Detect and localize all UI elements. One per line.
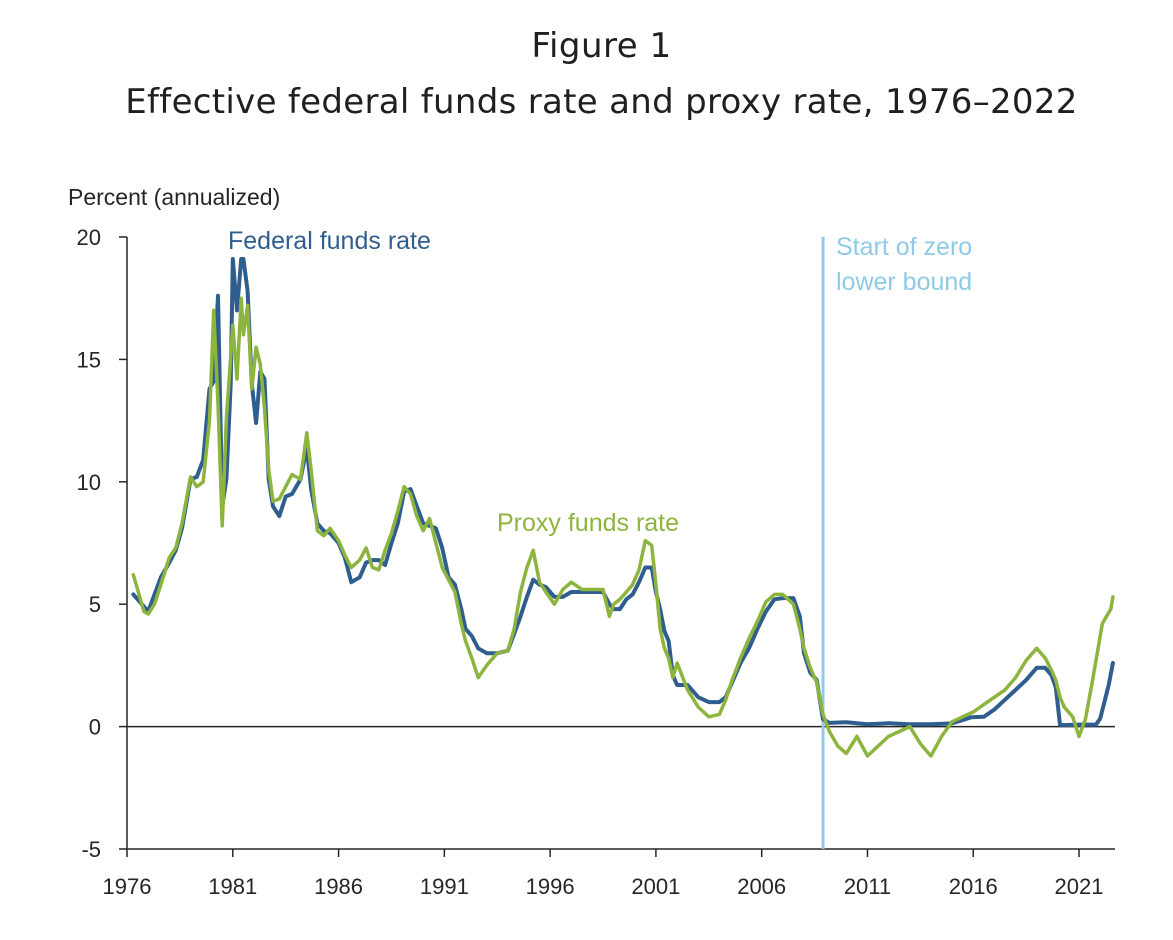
y-tick-label: 20 (77, 225, 101, 250)
figure-title: Effective federal funds rate and proxy r… (125, 82, 1078, 122)
y-axis-label: Percent (annualized) (68, 184, 280, 210)
y-axis-ticks: 20 15 10 5 0 -5 (77, 225, 127, 862)
y-tick-label: 5 (89, 592, 101, 617)
x-tick-label: 2001 (631, 874, 680, 899)
x-axis-ticks: 1976 1981 1986 1991 1996 2001 2006 2011 2016 2021 (103, 849, 1104, 899)
x-tick-label: 2006 (737, 874, 786, 899)
x-tick-label: 2016 (949, 874, 998, 899)
x-tick-label: 2021 (1055, 874, 1104, 899)
y-tick-label: -5 (81, 837, 101, 862)
x-tick-label: 1986 (314, 874, 363, 899)
figure-label: Figure 1 (531, 26, 672, 66)
title-block: Figure 1 Effective federal funds rate an… (0, 20, 1173, 132)
x-tick-label: 1976 (103, 874, 152, 899)
y-tick-label: 15 (77, 347, 101, 372)
zero-lower-bound-label-line-1: Start of zero (836, 233, 972, 261)
proxy-funds-rate-label: Proxy funds rate (497, 509, 679, 537)
series-line-proxy-funds-rate (131, 296, 1115, 758)
federal-funds-rate-label: Federal funds rate (228, 227, 431, 255)
y-tick-label: 10 (77, 470, 101, 495)
x-tick-label: 1981 (208, 874, 257, 899)
x-tick-label: 1996 (526, 874, 575, 899)
series-line-federal-funds-rate (131, 257, 1115, 728)
zero-lower-bound-label-line-2: lower bound (836, 268, 972, 296)
x-tick-label: 1991 (420, 874, 469, 899)
x-tick-label: 2011 (844, 874, 891, 899)
y-tick-label: 0 (89, 715, 101, 740)
